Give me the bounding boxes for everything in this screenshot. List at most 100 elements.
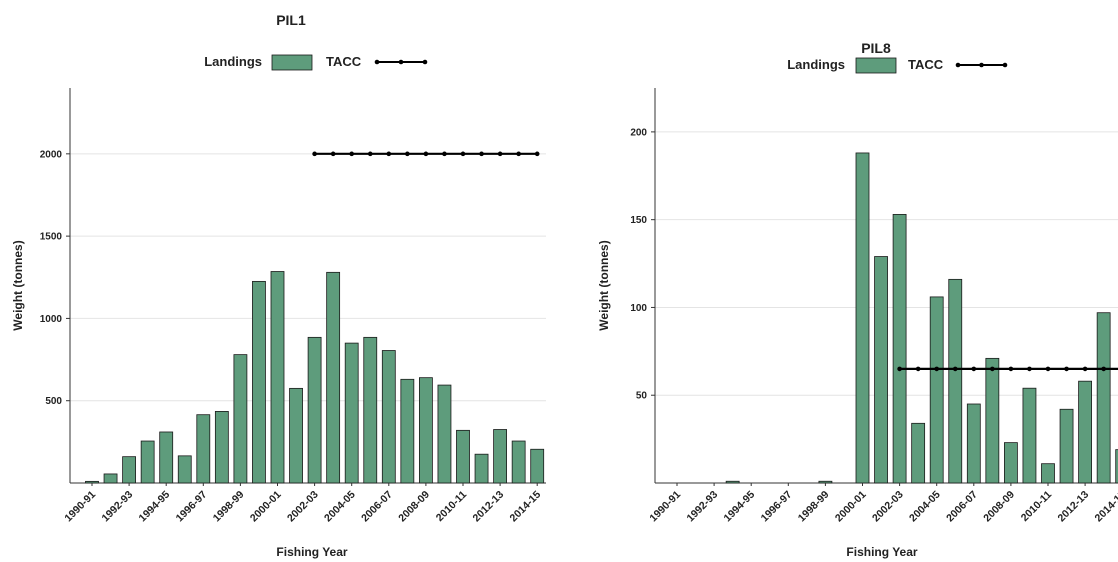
chart-legend: Landings TACC <box>204 54 428 71</box>
bar-landings-1991-92 <box>103 473 118 484</box>
legend-label-tacc: TACC <box>326 54 362 69</box>
tacc-point <box>516 151 521 157</box>
chart-panel-pil1: PIL1 Landings TACC 500 1000 1500 2000 1990-9… <box>11 12 546 559</box>
chart-legend: Landings TACC <box>787 57 1008 74</box>
legend-label-tacc: TACC <box>908 57 944 72</box>
x-tick-label: 2004-05 <box>907 489 943 525</box>
y-tick-label: 2000 <box>40 149 63 160</box>
tacc-point <box>460 151 466 157</box>
tacc-point <box>971 366 977 372</box>
x-tick-label: 1998-99 <box>211 489 247 525</box>
bar-landings-2005-06 <box>363 336 378 484</box>
bar-landings-1990-91 <box>85 480 99 484</box>
bar-landings-2012-13 <box>1078 380 1092 484</box>
tacc-point <box>990 366 995 372</box>
bar-landings-1998-99 <box>818 480 833 484</box>
plot-area: 500 1000 1500 2000 1990-91 1992-93 1994-95 1996… <box>40 88 546 524</box>
bar-landings-2012-13 <box>493 429 508 484</box>
bar-landings-1994-95 <box>159 431 174 484</box>
bar-landings-1999-00 <box>252 280 266 484</box>
bar-landings-2001-02 <box>874 256 888 484</box>
bar-landings-1993-94 <box>140 440 155 484</box>
bar-landings-2011-12 <box>1059 408 1074 484</box>
tacc-point <box>1064 366 1069 372</box>
x-tick-label: 1996-97 <box>174 489 210 525</box>
y-tick-label: 50 <box>636 391 648 402</box>
tacc-point <box>497 151 503 157</box>
bar-landings-2013-14 <box>1096 312 1111 484</box>
x-tick-label: 2002-03 <box>285 489 321 525</box>
x-tick-label: 2006-07 <box>944 489 980 525</box>
bar-landings-2000-01 <box>855 152 870 484</box>
x-tick-label: 2004-05 <box>322 489 358 525</box>
plot-area: 50 100 150 200 1990-91 1992-93 1994-95 1996-97 1… <box>630 88 1118 524</box>
tacc-point <box>1101 366 1106 372</box>
x-tick-label: 1990-91 <box>62 489 98 525</box>
x-tick-label: 2010-11 <box>1019 489 1054 524</box>
bar-landings-2014-15 <box>530 448 545 484</box>
bar-landings-2008-09 <box>1004 442 1018 484</box>
legend-swatch-tacc <box>955 62 1008 68</box>
y-axis-label: Weight (tonnes) <box>11 240 25 330</box>
x-tick-label: 1998-99 <box>796 489 832 525</box>
tacc-point <box>442 151 447 157</box>
tacc-point <box>1082 366 1088 372</box>
y-tick-label: 1500 <box>40 232 63 243</box>
x-tick-label: 1994-95 <box>722 489 758 525</box>
bar-landings-1996-97 <box>196 414 211 484</box>
bar-landings-2014-15 <box>1115 449 1118 484</box>
x-axis-label: Fishing Year <box>276 545 347 559</box>
bar-landings-2013-14 <box>511 440 526 484</box>
tacc-point <box>952 366 958 372</box>
bar-landings-2009-10 <box>437 384 452 484</box>
bar-landings-2008-09 <box>418 377 433 484</box>
bar-landings-2007-08 <box>400 378 415 484</box>
chart-title: PIL8 <box>861 40 891 56</box>
x-tick-label: 2010-11 <box>434 489 469 524</box>
tacc-point <box>1027 366 1032 372</box>
y-tick-label: 100 <box>630 303 647 314</box>
bar-landings-2010-11 <box>456 429 470 484</box>
bar-landings-2002-03 <box>892 213 907 484</box>
bar-landings-2005-06 <box>948 278 963 484</box>
bar-landings-2004-05 <box>929 296 944 484</box>
bar-landings-2002-03 <box>307 336 322 484</box>
x-tick-label: 2002-03 <box>870 489 906 525</box>
y-tick-label: 1000 <box>40 314 63 325</box>
x-tick-label: 2008-09 <box>396 489 432 525</box>
tacc-point <box>1045 366 1051 372</box>
tacc-point <box>534 151 540 157</box>
bar-landings-1995-96 <box>177 455 192 484</box>
x-tick-label: 1996-97 <box>759 489 795 525</box>
y-tick-label: 200 <box>630 127 647 138</box>
x-tick-label: 2000-01 <box>248 489 284 525</box>
tacc-point <box>934 366 939 372</box>
x-tick-label: 1992-93 <box>684 489 720 525</box>
chart-title: PIL1 <box>276 12 306 28</box>
y-tick-label: 500 <box>45 396 62 407</box>
tacc-point <box>1008 366 1014 372</box>
tacc-point <box>915 366 921 372</box>
bar-landings-2003-04 <box>326 271 341 484</box>
tacc-point <box>897 366 902 372</box>
x-tick-label: 2012-13 <box>470 489 506 525</box>
y-axis-label: Weight (tonnes) <box>597 240 611 330</box>
x-tick-label: 1992-93 <box>99 489 135 525</box>
bar-landings-1998-99 <box>233 354 248 484</box>
x-tick-label: 2000-01 <box>833 489 869 525</box>
tacc-point <box>479 151 484 157</box>
tacc-point <box>386 151 392 157</box>
bar-landings-2007-08 <box>985 357 1000 484</box>
tacc-point <box>405 151 410 157</box>
legend-swatch-landings <box>271 54 313 71</box>
legend-label-landings: Landings <box>787 57 845 72</box>
x-tick-label: 1994-95 <box>137 489 173 525</box>
x-tick-label: 2014-15 <box>508 489 544 525</box>
y-tick-label: 150 <box>630 215 647 226</box>
tacc-point <box>312 151 317 157</box>
legend-label-landings: Landings <box>204 54 262 69</box>
bar-landings-2000-01 <box>270 271 285 484</box>
bar-landings-2009-10 <box>1022 387 1037 484</box>
legend-swatch-landings <box>855 57 897 74</box>
